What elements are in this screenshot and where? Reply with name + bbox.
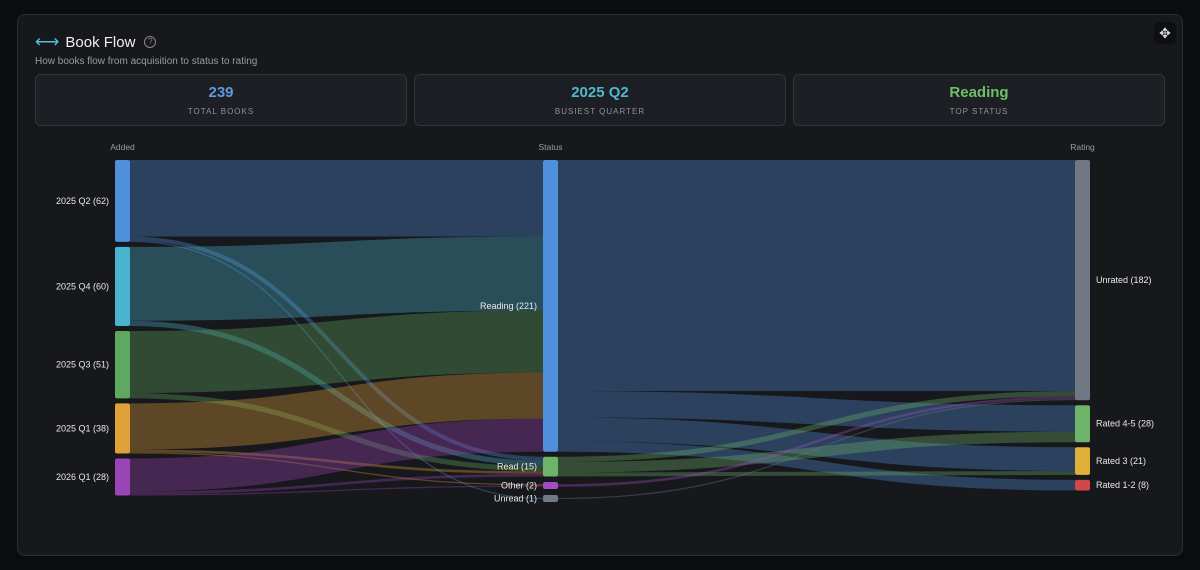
node-label-q3: 2025 Q3 (51): [56, 360, 109, 370]
node-r12[interactable]: [1075, 479, 1090, 491]
card-subtitle: How books flow from acquisition to statu…: [35, 56, 258, 67]
flow-link-q2-read[interactable]: [129, 236, 544, 461]
node-q1[interactable]: [115, 403, 130, 454]
column-header-rating: Rating: [1070, 142, 1095, 152]
stat-label: TOTAL BOOKS: [187, 107, 255, 116]
node-label-q26: 2026 Q1 (28): [56, 472, 109, 482]
column-header-status: Status: [538, 142, 562, 152]
stat-value: Reading: [949, 84, 1009, 101]
node-q2[interactable]: [115, 160, 130, 242]
stat-top-status: Reading TOP STATUS: [793, 74, 1165, 126]
flow-link-q3-read[interactable]: [129, 393, 544, 472]
card-title: Book Flow: [65, 33, 136, 51]
column-header-added: Added: [110, 142, 135, 152]
node-label-other: Other (2): [501, 481, 537, 491]
node-read[interactable]: [543, 456, 558, 477]
flow-link-q26-other[interactable]: [129, 485, 544, 496]
node-label-r45: Rated 4-5 (28): [1096, 419, 1154, 429]
node-label-unrated: Unrated (182): [1096, 275, 1152, 285]
flow-link-read-r3[interactable]: [557, 470, 1076, 477]
flow-link-reading-r45[interactable]: [557, 391, 1076, 432]
flow-arrows-icon: ⟷: [35, 32, 60, 51]
stat-label: BUSIEST QUARTER: [554, 107, 646, 116]
card-header: ⟷ Book Flow ?: [35, 32, 157, 52]
flow-link-q26-read[interactable]: [129, 473, 544, 495]
node-label-q1: 2025 Q1 (38): [56, 423, 109, 433]
book-flow-card: ⟷ Book Flow ? How books flow from acquis…: [17, 14, 1183, 556]
node-q4[interactable]: [115, 246, 130, 327]
flow-link-q1-reading[interactable]: [129, 372, 544, 450]
flow-link-reading-r3[interactable]: [557, 417, 1076, 471]
flow-link-q1-other[interactable]: [129, 452, 544, 486]
stat-value: 2025 Q2: [571, 84, 629, 101]
node-r3[interactable]: [1075, 447, 1090, 475]
flow-link-q4-reading[interactable]: [129, 236, 544, 321]
help-icon[interactable]: ?: [144, 36, 157, 48]
node-label-q4: 2025 Q4 (60): [56, 281, 109, 291]
flow-link-q1-read[interactable]: [129, 449, 544, 474]
node-q26[interactable]: [115, 458, 130, 496]
flow-link-q26-reading[interactable]: [129, 418, 544, 492]
flow-link-unread-unrated[interactable]: [557, 398, 1076, 500]
node-label-q2: 2025 Q2 (62): [56, 196, 109, 206]
links: [129, 159, 1076, 500]
flow-link-q2-unread[interactable]: [129, 240, 544, 500]
node-unread[interactable]: [543, 495, 558, 503]
node-label-r3: Rated 3 (21): [1096, 456, 1146, 466]
node-label-reading: Reading (221): [480, 301, 537, 311]
flow-link-read-r45[interactable]: [557, 431, 1076, 473]
node-reading[interactable]: [543, 160, 558, 452]
flow-link-q4-read[interactable]: [129, 320, 544, 466]
stat-value: 239: [208, 84, 234, 101]
node-r45[interactable]: [1075, 405, 1090, 443]
node-unrated[interactable]: [1075, 160, 1090, 401]
node-q3[interactable]: [115, 331, 130, 399]
flow-link-reading-r12[interactable]: [557, 441, 1076, 491]
flow-link-read-unrated[interactable]: [557, 391, 1076, 462]
stat-label: TOP STATUS: [949, 107, 1009, 116]
move-icon[interactable]: ✥: [1154, 22, 1176, 44]
node-label-read: Read (15): [497, 462, 537, 472]
flow-link-q3-reading[interactable]: [129, 310, 544, 394]
node-label-unread: Unread (1): [494, 494, 537, 504]
node-label-r12: Rated 1-2 (8): [1096, 480, 1149, 490]
stat-total-books: 239 TOTAL BOOKS: [35, 74, 407, 126]
node-other[interactable]: [543, 482, 558, 490]
stat-busiest-quarter: 2025 Q2 BUSIEST QUARTER: [414, 74, 786, 126]
flow-link-other-unrated[interactable]: [557, 396, 1076, 487]
